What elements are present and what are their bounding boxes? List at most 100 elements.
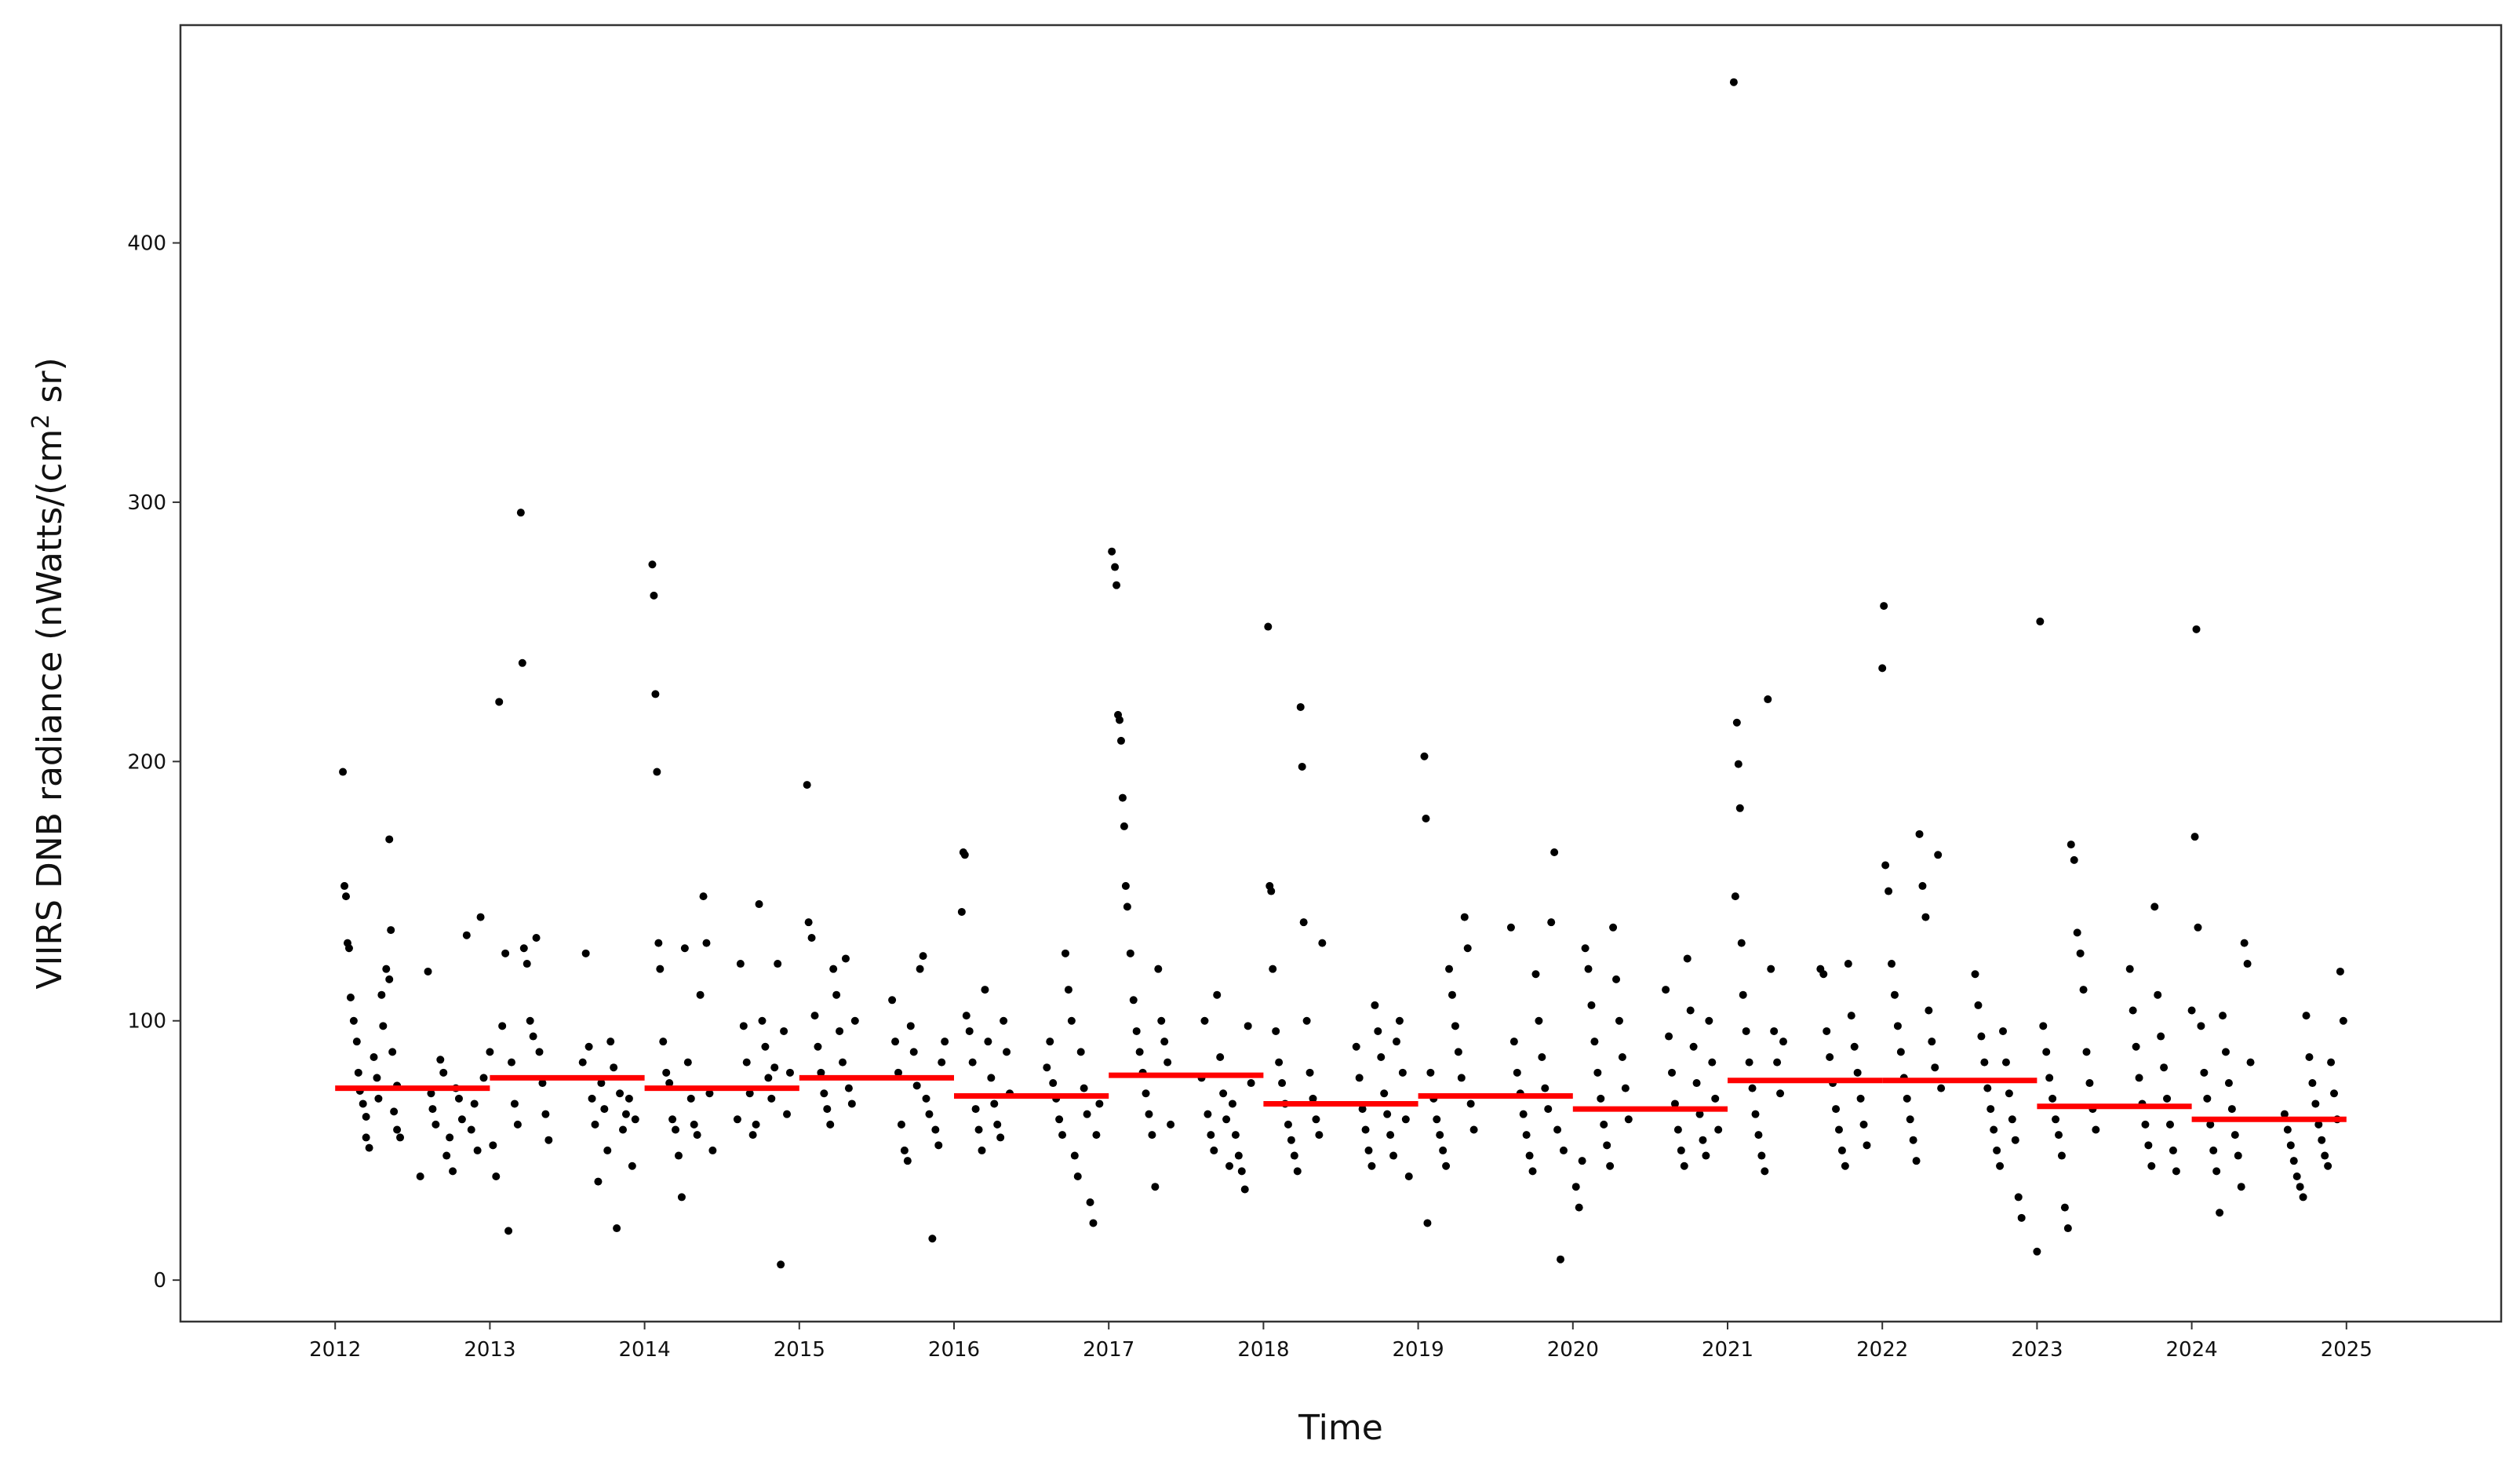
data-point — [748, 1131, 757, 1140]
data-point — [2219, 1012, 2227, 1020]
x-tick-label: 2025 — [2321, 1338, 2373, 1362]
data-point — [342, 892, 351, 901]
data-point — [903, 1157, 912, 1165]
x-tick-label: 2024 — [2166, 1338, 2218, 1362]
data-point — [1061, 949, 1069, 957]
data-point — [2280, 1110, 2289, 1118]
data-point — [850, 1016, 859, 1025]
data-point — [1287, 1136, 1295, 1144]
data-point — [1850, 1042, 1859, 1051]
data-point — [1151, 1183, 1160, 1191]
data-point — [900, 1146, 909, 1154]
data-point — [1358, 1105, 1367, 1114]
data-point — [1996, 1161, 2005, 1170]
data-point — [387, 926, 395, 935]
data-point — [2039, 1022, 2048, 1030]
data-point — [2194, 923, 2202, 932]
data-point — [2296, 1183, 2304, 1191]
data-point — [1231, 1131, 1240, 1140]
data-point — [1823, 1027, 1831, 1035]
data-point — [1977, 1032, 1986, 1041]
data-point — [523, 960, 531, 968]
data-point — [1844, 960, 1852, 968]
data-point — [1662, 986, 1670, 994]
data-point — [1680, 1161, 1688, 1170]
data-point — [1380, 1089, 1389, 1098]
data-point — [1058, 1131, 1067, 1140]
data-point — [1934, 851, 1943, 859]
data-point — [1383, 1110, 1392, 1118]
data-point — [1754, 1131, 1763, 1140]
data-point — [2283, 1125, 2292, 1134]
data-point — [1863, 1141, 1871, 1150]
data-point — [2001, 1058, 2010, 1067]
data-point — [826, 1120, 835, 1129]
data-point — [1000, 1016, 1008, 1025]
data-point — [1306, 1068, 1314, 1077]
data-point — [2190, 833, 2199, 841]
data-point — [803, 781, 811, 790]
data-point — [1163, 1058, 1172, 1067]
data-point — [677, 1193, 686, 1202]
data-point — [1509, 1038, 1518, 1046]
data-point — [393, 1125, 402, 1134]
data-point — [938, 1058, 946, 1067]
data-point — [1272, 1027, 1280, 1035]
data-point — [1612, 975, 1621, 983]
data-point — [1541, 1084, 1550, 1092]
data-point — [1692, 1079, 1701, 1088]
data-point — [2206, 1120, 2215, 1129]
data-point — [1377, 1052, 1386, 1061]
data-point — [532, 934, 541, 943]
data-point — [2154, 990, 2162, 999]
data-point — [1433, 1115, 1441, 1124]
data-point — [1275, 1058, 1284, 1067]
data-point — [1912, 1157, 1921, 1165]
data-point — [2221, 1048, 2230, 1056]
data-point — [2129, 1006, 2137, 1015]
data-point — [1374, 1027, 1382, 1035]
data-point — [479, 1074, 488, 1082]
data-point — [385, 975, 394, 983]
data-point — [1116, 736, 1125, 745]
data-point — [588, 1094, 596, 1103]
data-point — [1392, 1038, 1400, 1046]
data-point — [2289, 1157, 2298, 1165]
data-point — [1154, 965, 1163, 973]
data-point — [957, 907, 966, 916]
data-point — [1702, 1151, 1710, 1160]
data-point — [1673, 1125, 1682, 1134]
data-point — [2073, 928, 2081, 937]
data-point — [2197, 1022, 2205, 1030]
data-point — [1269, 965, 1277, 973]
data-point — [1990, 1125, 1998, 1134]
data-point — [1881, 861, 1890, 870]
data-point — [2014, 1193, 2023, 1202]
data-point — [600, 1105, 609, 1114]
data-point — [2048, 1094, 2057, 1103]
data-point — [446, 1133, 454, 1142]
data-point — [470, 1100, 479, 1108]
data-point — [1309, 1094, 1317, 1103]
data-point — [618, 1125, 627, 1134]
data-point — [1228, 1100, 1236, 1108]
data-point — [2060, 1203, 2069, 1212]
data-point — [2055, 1131, 2063, 1140]
data-point — [2057, 1151, 2066, 1160]
data-point — [2011, 1136, 2019, 1144]
data-point — [1925, 1006, 1933, 1015]
data-point — [1404, 1172, 1413, 1180]
data-point — [584, 1042, 593, 1051]
data-point — [978, 1146, 986, 1154]
data-point — [1906, 1115, 1914, 1124]
data-point — [1779, 1038, 1787, 1046]
x-tick-label: 2017 — [1083, 1338, 1134, 1362]
data-point — [1888, 960, 1896, 968]
data-point — [2308, 1079, 2317, 1088]
data-point — [486, 1048, 494, 1056]
data-point — [696, 990, 705, 999]
data-point — [428, 1105, 437, 1114]
data-point — [1422, 815, 1430, 823]
data-point — [1624, 1115, 1633, 1124]
data-point — [1055, 1115, 1064, 1124]
